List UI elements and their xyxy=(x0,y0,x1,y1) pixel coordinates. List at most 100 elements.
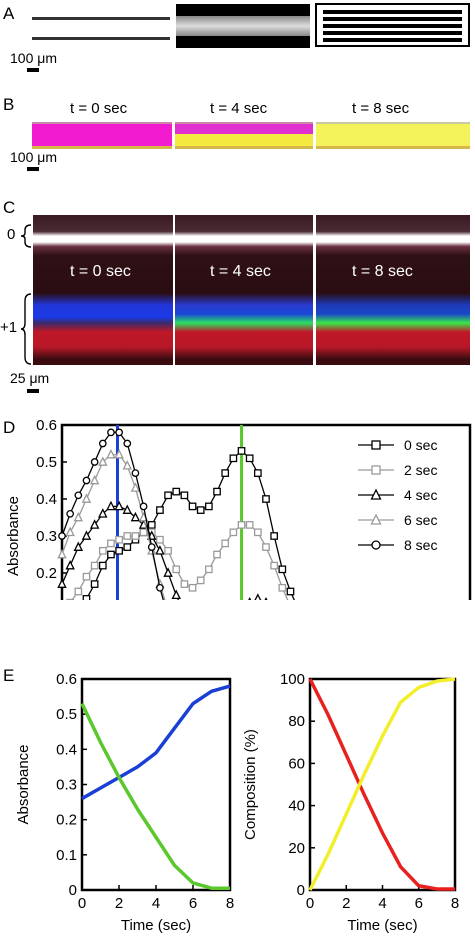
data-point-circle xyxy=(98,439,107,448)
series-curve xyxy=(81,684,231,801)
data-point-circle xyxy=(66,509,75,518)
data-point-triangle xyxy=(89,519,100,529)
x-tick-label: 2 xyxy=(115,895,123,912)
data-point-square xyxy=(245,521,254,529)
data-point-circle xyxy=(147,543,156,551)
data-point-square xyxy=(131,532,140,540)
data-point-triangle xyxy=(65,559,75,570)
data-point-square xyxy=(82,572,91,581)
series-line xyxy=(61,431,164,600)
panel-a-scale-bar xyxy=(27,68,39,72)
x-tick-label: 2 xyxy=(342,895,350,912)
panel-a-label: A xyxy=(3,4,15,23)
data-point-triangle xyxy=(73,511,84,522)
x-axis-label: Time (sec) xyxy=(121,917,191,934)
data-point-square xyxy=(371,440,381,450)
legend-label: 2 sec xyxy=(404,462,437,478)
fiber-lower-line xyxy=(32,37,170,40)
data-point-triangle xyxy=(370,513,382,525)
data-point-square xyxy=(213,550,221,559)
y-tick-label: 0.1 xyxy=(56,847,77,864)
panel-b-time-8: t = 8 sec xyxy=(352,100,410,117)
data-point-triangle xyxy=(65,526,75,537)
data-point-triangle xyxy=(370,488,382,500)
data-point-square xyxy=(98,561,107,570)
panel-a-fiber-image xyxy=(32,4,170,46)
x-tick-label: 4 xyxy=(378,895,386,912)
data-point-circle xyxy=(139,502,148,511)
x-tick-label: 0 xyxy=(78,895,86,912)
data-point-square xyxy=(196,576,205,585)
panel-a-grating-schematic xyxy=(315,3,470,47)
data-point-square xyxy=(229,528,238,537)
data-point-square xyxy=(123,543,132,551)
y-tick-label: 0.2 xyxy=(36,565,57,582)
data-point-triangle xyxy=(155,545,165,555)
panel-c-image-4 xyxy=(175,215,313,365)
data-point-square xyxy=(205,565,213,574)
data-point-square xyxy=(278,583,287,592)
y-tick-label: 60 xyxy=(288,755,305,772)
data-point-square xyxy=(188,502,197,511)
y-tick-label: 0.3 xyxy=(36,528,57,545)
panel-c-label: C xyxy=(3,198,16,217)
data-point-triangle xyxy=(122,460,133,470)
data-point-square xyxy=(371,465,381,475)
y-tick-label: 0.4 xyxy=(56,741,77,758)
x-tick-label: 6 xyxy=(415,895,423,912)
legend-label: 6 sec xyxy=(404,512,437,528)
data-point-triangle xyxy=(81,493,92,503)
data-point-square xyxy=(66,598,75,600)
y-tick-label: 80 xyxy=(288,713,305,730)
data-point-circle xyxy=(107,428,115,437)
data-point-square xyxy=(115,535,123,544)
data-point-square xyxy=(156,506,164,514)
x-tick-label: 6 xyxy=(189,895,197,912)
data-point-circle xyxy=(58,532,66,540)
data-point-square xyxy=(221,539,230,548)
data-point-square xyxy=(253,528,262,537)
data-point-triangle xyxy=(114,500,124,511)
data-point-circle xyxy=(131,469,140,477)
panel-c-scale-label: 25 μm xyxy=(10,370,50,386)
data-point-triangle xyxy=(98,456,108,466)
data-point-circle xyxy=(371,540,381,550)
y-tick-label: 20 xyxy=(288,840,305,857)
data-point-triangle xyxy=(89,474,100,485)
x-tick-label: 4 xyxy=(152,895,160,912)
data-point-square xyxy=(286,587,295,596)
y-tick-label: 0.2 xyxy=(56,812,77,829)
y-tick-label: 0.4 xyxy=(36,491,57,508)
data-point-triangle xyxy=(130,482,141,492)
data-point-square xyxy=(229,454,238,463)
fiber-upper-line xyxy=(32,17,170,20)
series-curve xyxy=(308,677,456,891)
data-point-circle xyxy=(123,439,132,448)
data-point-triangle xyxy=(248,596,252,600)
y-axis-label: Absorbance xyxy=(15,744,32,824)
x-tick-label: 8 xyxy=(226,895,234,912)
data-point-square xyxy=(196,506,205,514)
data-point-square xyxy=(107,550,115,559)
data-point-square xyxy=(107,539,115,548)
data-point-triangle xyxy=(130,511,141,522)
panel-c-order-0-brace xyxy=(20,224,32,248)
data-point-square xyxy=(270,561,279,570)
data-point-circle xyxy=(156,583,164,592)
data-point-square xyxy=(213,487,221,496)
data-point-triangle xyxy=(106,500,116,511)
data-point-square xyxy=(172,565,181,574)
data-point-square xyxy=(237,447,246,455)
data-point-square xyxy=(115,546,123,555)
y-tick-label: 0.6 xyxy=(36,417,57,434)
legend-label: 0 sec xyxy=(404,437,437,453)
panel-c-time-4: t = 4 sec xyxy=(210,263,271,280)
panel-b-scale-bar xyxy=(27,167,39,171)
panel-c-time-0: t = 0 sec xyxy=(70,263,131,280)
panel-b-label: B xyxy=(3,95,15,114)
legend-label: 8 sec xyxy=(404,537,437,553)
data-point-square xyxy=(245,454,254,463)
y-tick-label: 0.5 xyxy=(36,454,57,471)
data-point-triangle xyxy=(163,567,173,577)
data-point-square xyxy=(90,580,99,588)
